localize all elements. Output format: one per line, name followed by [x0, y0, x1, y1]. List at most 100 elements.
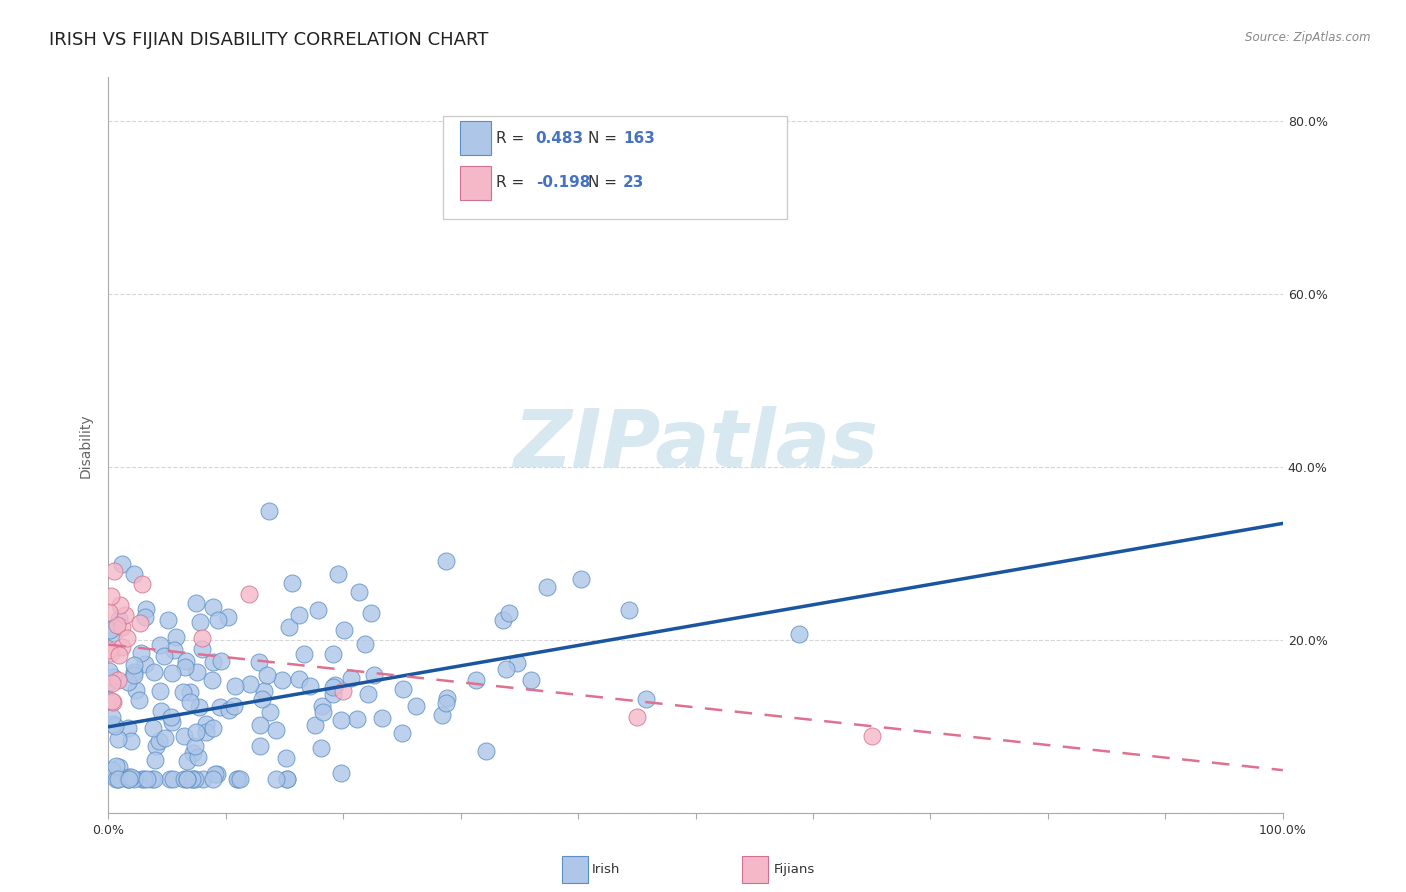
Point: [184, 739, 207, 753]
Point: [159, 772, 181, 786]
Point: [287, 607, 309, 622]
Point: [498, 606, 520, 620]
Point: [209, 700, 232, 714]
Point: [434, 696, 457, 710]
Point: [101, 694, 124, 708]
Point: [520, 673, 543, 687]
Point: [122, 772, 145, 786]
Point: [174, 660, 197, 674]
Point: [98, 605, 121, 619]
Point: [101, 717, 124, 731]
Point: [249, 718, 271, 732]
Point: [118, 770, 141, 784]
Point: [201, 655, 224, 669]
Point: [266, 772, 288, 786]
Point: [492, 613, 515, 627]
Point: [117, 772, 139, 786]
Point: [204, 766, 226, 780]
Point: [149, 684, 172, 698]
Point: [217, 609, 239, 624]
Point: [176, 772, 198, 786]
Point: [304, 718, 326, 732]
Point: [125, 682, 148, 697]
Point: [105, 617, 128, 632]
Point: [626, 710, 648, 724]
Text: N =: N =: [588, 131, 621, 145]
Point: [226, 772, 249, 786]
Point: [360, 607, 382, 621]
Text: N =: N =: [588, 176, 621, 190]
Text: Source: ZipAtlas.com: Source: ZipAtlas.com: [1246, 31, 1371, 45]
Point: [141, 772, 163, 786]
Point: [184, 772, 207, 786]
Point: [333, 624, 356, 638]
Point: [276, 772, 298, 786]
Point: [322, 647, 344, 661]
Point: [506, 656, 529, 670]
Point: [179, 694, 201, 708]
Point: [252, 692, 274, 706]
Point: [107, 772, 129, 786]
Point: [311, 699, 333, 714]
Point: [332, 684, 354, 698]
Point: [194, 725, 217, 739]
Point: [188, 700, 211, 714]
Point: [142, 772, 165, 786]
Point: [149, 638, 172, 652]
Point: [122, 665, 145, 679]
Point: [162, 772, 184, 786]
Text: R =: R =: [496, 176, 530, 190]
Point: [134, 610, 156, 624]
Point: [115, 632, 138, 646]
Point: [176, 772, 198, 786]
Point: [312, 705, 335, 719]
Point: [288, 672, 311, 686]
Point: [201, 673, 224, 687]
Point: [226, 772, 249, 786]
Point: [117, 721, 139, 735]
Text: 0.483: 0.483: [536, 131, 583, 145]
Point: [100, 710, 122, 724]
Point: [371, 711, 394, 725]
Point: [209, 654, 232, 668]
Point: [787, 627, 810, 641]
Point: [346, 712, 368, 726]
Point: [495, 662, 517, 676]
Text: IRISH VS FIJIAN DISABILITY CORRELATION CHART: IRISH VS FIJIAN DISABILITY CORRELATION C…: [49, 31, 489, 49]
Point: [105, 758, 128, 772]
Point: [229, 772, 252, 786]
Point: [117, 772, 139, 786]
Point: [184, 596, 207, 610]
Point: [174, 654, 197, 668]
Point: [340, 672, 363, 686]
Point: [392, 681, 415, 696]
Point: [326, 567, 349, 582]
Point: [101, 763, 124, 777]
Point: [201, 721, 224, 735]
Point: [264, 723, 287, 738]
Text: 163: 163: [623, 131, 655, 145]
Point: [153, 731, 176, 746]
Point: [363, 668, 385, 682]
Y-axis label: Disability: Disability: [79, 413, 93, 478]
Point: [162, 715, 184, 730]
Point: [181, 746, 204, 760]
Point: [325, 678, 347, 692]
Point: [465, 673, 488, 687]
Point: [249, 739, 271, 754]
Point: [107, 772, 129, 786]
Point: [173, 729, 195, 743]
Point: [136, 772, 159, 786]
Point: [104, 719, 127, 733]
Point: [292, 648, 315, 662]
Point: [114, 607, 136, 622]
Point: [238, 587, 260, 601]
Point: [436, 691, 458, 706]
Point: [117, 772, 139, 786]
Point: [142, 722, 165, 736]
Point: [150, 704, 173, 718]
Text: -0.198: -0.198: [536, 176, 591, 190]
Point: [259, 705, 281, 719]
Point: [128, 693, 150, 707]
Point: [186, 665, 208, 679]
